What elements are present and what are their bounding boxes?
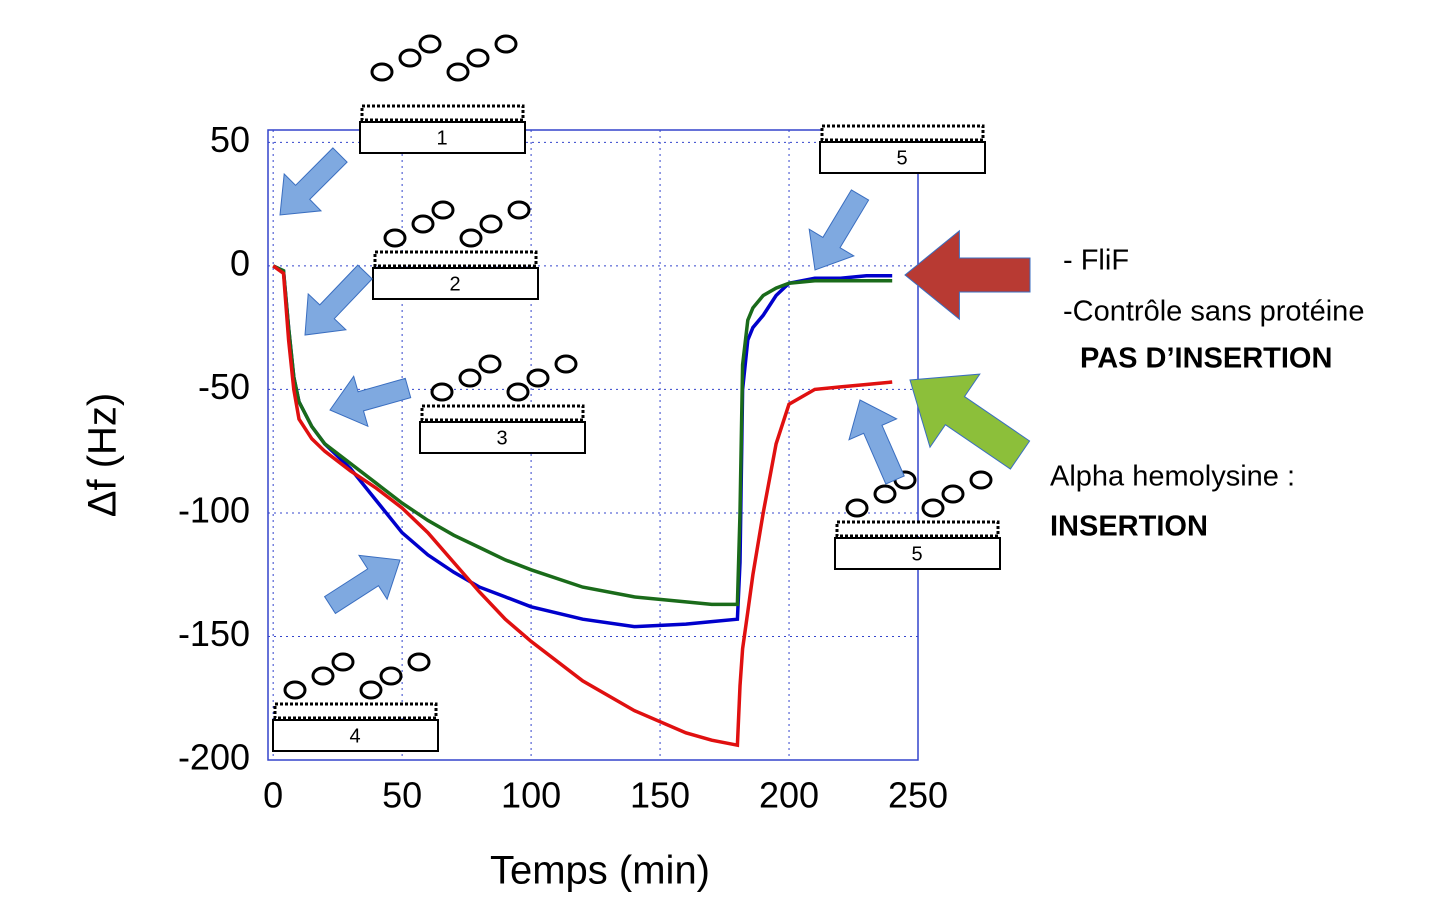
protein: [847, 500, 867, 516]
x-tick-label: 100: [501, 775, 561, 816]
scheme-label: 5: [911, 543, 922, 565]
protein: [971, 472, 991, 488]
protein: [420, 36, 440, 52]
protein: [448, 64, 468, 80]
protein: [461, 230, 481, 246]
pointer-arrow: [809, 190, 868, 270]
protein: [381, 668, 401, 684]
protein: [496, 36, 516, 52]
annotation: - FliF: [1063, 245, 1129, 277]
membrane: [375, 252, 536, 266]
annotation: INSERTION: [1050, 511, 1208, 543]
data-line: [273, 266, 892, 745]
membrane: [275, 704, 436, 718]
protein: [528, 370, 548, 386]
result-arrow: [905, 231, 1030, 319]
annotation: PAS D’INSERTION: [1080, 343, 1332, 375]
protein: [923, 500, 943, 516]
protein: [413, 216, 433, 232]
x-tick-label: 150: [630, 775, 690, 816]
protein: [313, 668, 333, 684]
protein: [409, 654, 429, 670]
scheme-label: 5: [896, 147, 907, 169]
protein: [460, 370, 480, 386]
membrane: [837, 522, 998, 536]
protein: [372, 64, 392, 80]
membrane: [362, 106, 523, 120]
y-tick-label: 50: [210, 119, 250, 160]
chart: - FliF -Contrôle sans protéine PAS D’INS…: [0, 0, 1436, 900]
protein: [480, 356, 500, 372]
scheme-label: 2: [449, 273, 460, 295]
protein: [432, 384, 452, 400]
x-tick-label: 0: [263, 775, 283, 816]
protein: [400, 50, 420, 66]
protein: [433, 202, 453, 218]
result-arrow: [910, 374, 1030, 469]
scheme-label: 3: [496, 427, 507, 449]
protein: [508, 384, 528, 400]
pointer-arrow: [280, 148, 347, 215]
membrane: [422, 406, 583, 420]
x-tick-label: 250: [888, 775, 948, 816]
protein: [385, 230, 405, 246]
y-tick-label: -150: [178, 613, 250, 654]
scheme: 5: [820, 126, 985, 173]
pointer-arrow: [849, 400, 904, 484]
x-axis-title: Temps (min): [490, 849, 710, 893]
plot-frame: [268, 130, 918, 760]
protein: [333, 654, 353, 670]
y-tick-label: -200: [178, 737, 250, 778]
protein: [875, 486, 895, 502]
pointer-arrow: [305, 265, 372, 335]
y-tick-label: 0: [230, 242, 250, 283]
scheme: 4: [273, 654, 438, 751]
protein: [468, 50, 488, 66]
x-tick-label: 200: [759, 775, 819, 816]
scheme-label: 1: [436, 127, 447, 149]
y-axis-title: Δf (Hz): [81, 393, 125, 517]
scheme: 1: [360, 36, 525, 153]
annotation: -Contrôle sans protéine: [1063, 296, 1364, 328]
scheme: 3: [420, 356, 585, 453]
pointer-arrow: [330, 376, 411, 426]
scheme-label: 4: [349, 725, 360, 747]
y-tick-label: -100: [178, 489, 250, 530]
protein: [361, 682, 381, 698]
pointer-arrow: [325, 555, 400, 613]
protein: [285, 682, 305, 698]
protein: [556, 356, 576, 372]
membrane: [822, 126, 983, 140]
protein: [509, 202, 529, 218]
y-tick-label: -50: [198, 366, 250, 407]
scheme: 2: [373, 202, 538, 299]
protein: [943, 486, 963, 502]
protein: [481, 216, 501, 232]
x-tick-label: 50: [382, 775, 422, 816]
annotation: Alpha hemolysine :: [1050, 461, 1295, 493]
